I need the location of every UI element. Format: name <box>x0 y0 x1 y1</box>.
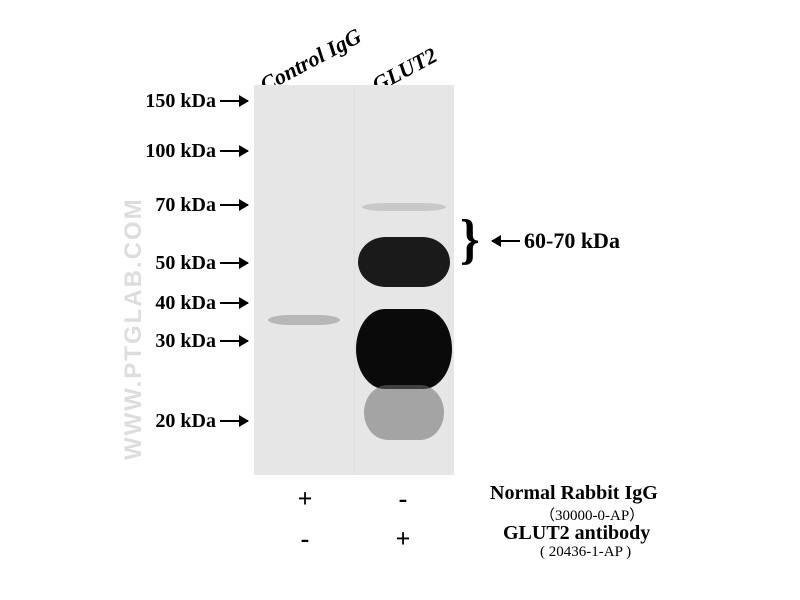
mw-arrow-70 <box>220 204 248 206</box>
pm-row0-lane1: - <box>388 484 418 514</box>
pm-row1-lane0: - <box>290 524 320 554</box>
target-brace: } <box>460 212 480 267</box>
band-control-30kda <box>268 315 340 325</box>
figure-container: WWW.PTGLAB.COM Control IgG GLUT2 150 kDa… <box>0 0 800 600</box>
mw-arrow-30 <box>220 340 248 342</box>
band-glut2-target <box>358 237 450 287</box>
pm-row0-lane0: + <box>290 484 320 514</box>
band-glut2-igg-heavy <box>356 309 452 389</box>
mw-arrow-50 <box>220 262 248 264</box>
mw-label-150: 150 kDa <box>126 90 216 113</box>
mw-arrow-100 <box>220 150 248 152</box>
pm-row1-lane1: + <box>388 524 418 554</box>
blot-image <box>254 85 454 475</box>
target-arrow <box>492 240 520 242</box>
ab-row1-catalog: ( 20436-1-AP ) <box>540 544 631 561</box>
lane-divider <box>354 85 355 475</box>
band-glut2-igg-light <box>364 385 444 440</box>
target-band-label: 60-70 kDa <box>524 228 620 254</box>
mw-label-70: 70 kDa <box>136 194 216 217</box>
ab-row1-name: GLUT2 antibody <box>503 522 650 545</box>
ab-row0-name: Normal Rabbit IgG <box>490 482 658 505</box>
band-glut2-faint-70kda <box>362 203 446 211</box>
mw-arrow-40 <box>220 302 248 304</box>
mw-label-30: 30 kDa <box>136 330 216 353</box>
mw-arrow-150 <box>220 100 248 102</box>
mw-label-50: 50 kDa <box>136 252 216 275</box>
mw-arrow-20 <box>220 420 248 422</box>
mw-label-40: 40 kDa <box>136 292 216 315</box>
mw-label-20: 20 kDa <box>136 410 216 433</box>
mw-label-100: 100 kDa <box>126 140 216 163</box>
